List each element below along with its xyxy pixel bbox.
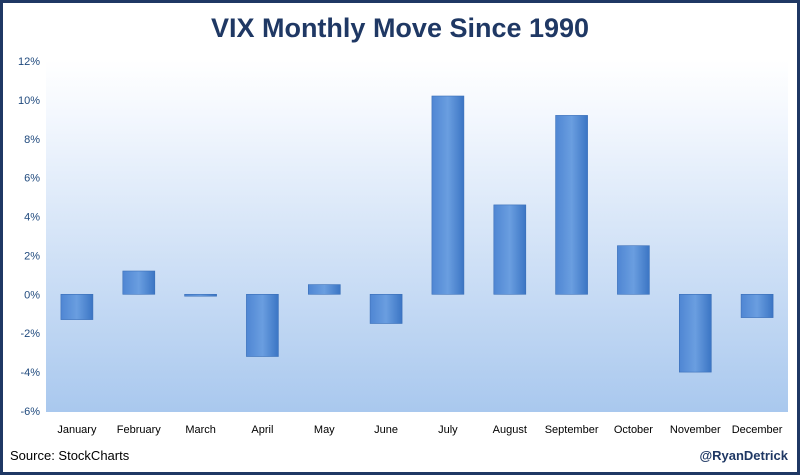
bar-november: [678, 293, 712, 373]
bar-july: [431, 95, 465, 295]
bar-april: [246, 293, 279, 357]
bar-may: [307, 284, 341, 295]
x-tick-label: December: [732, 424, 783, 436]
y-tick-label: 8%: [24, 134, 40, 146]
bar-august: [493, 204, 527, 295]
x-tick-label: March: [185, 424, 216, 436]
x-tick-label: January: [57, 424, 97, 436]
bar-february: [122, 270, 156, 295]
x-tick-label: April: [251, 424, 273, 436]
y-tick-label: 10%: [18, 95, 40, 107]
y-tick-label: -2%: [20, 328, 40, 340]
bar-october: [617, 245, 650, 295]
bar-january: [60, 293, 94, 320]
chart-title: VIX Monthly Move Since 1990: [210, 13, 590, 43]
x-tick-label: February: [117, 424, 162, 436]
bar-june: [369, 293, 403, 324]
y-tick-label: 0%: [24, 289, 40, 301]
y-tick-label: 2%: [24, 250, 40, 262]
y-tick-label: -4%: [20, 367, 40, 379]
y-tick-label: 12%: [18, 56, 40, 68]
bar-march: [184, 293, 217, 297]
x-tick-label: June: [374, 424, 398, 436]
x-tick-label: August: [493, 424, 527, 436]
x-tick-label: October: [614, 424, 653, 436]
source-label: Source: StockCharts: [10, 448, 130, 463]
y-tick-label: 4%: [24, 212, 40, 224]
bar-december: [740, 293, 774, 318]
bar-september: [555, 115, 588, 295]
x-tick-label: September: [545, 424, 599, 436]
author-handle: @RyanDetrick: [699, 448, 788, 463]
x-tick-label: May: [314, 424, 335, 436]
x-tick-label: November: [670, 424, 721, 436]
plot-background: [46, 60, 788, 412]
y-tick-label: 6%: [24, 173, 40, 185]
y-tick-label: -6%: [20, 406, 40, 418]
x-tick-label: July: [438, 424, 458, 436]
